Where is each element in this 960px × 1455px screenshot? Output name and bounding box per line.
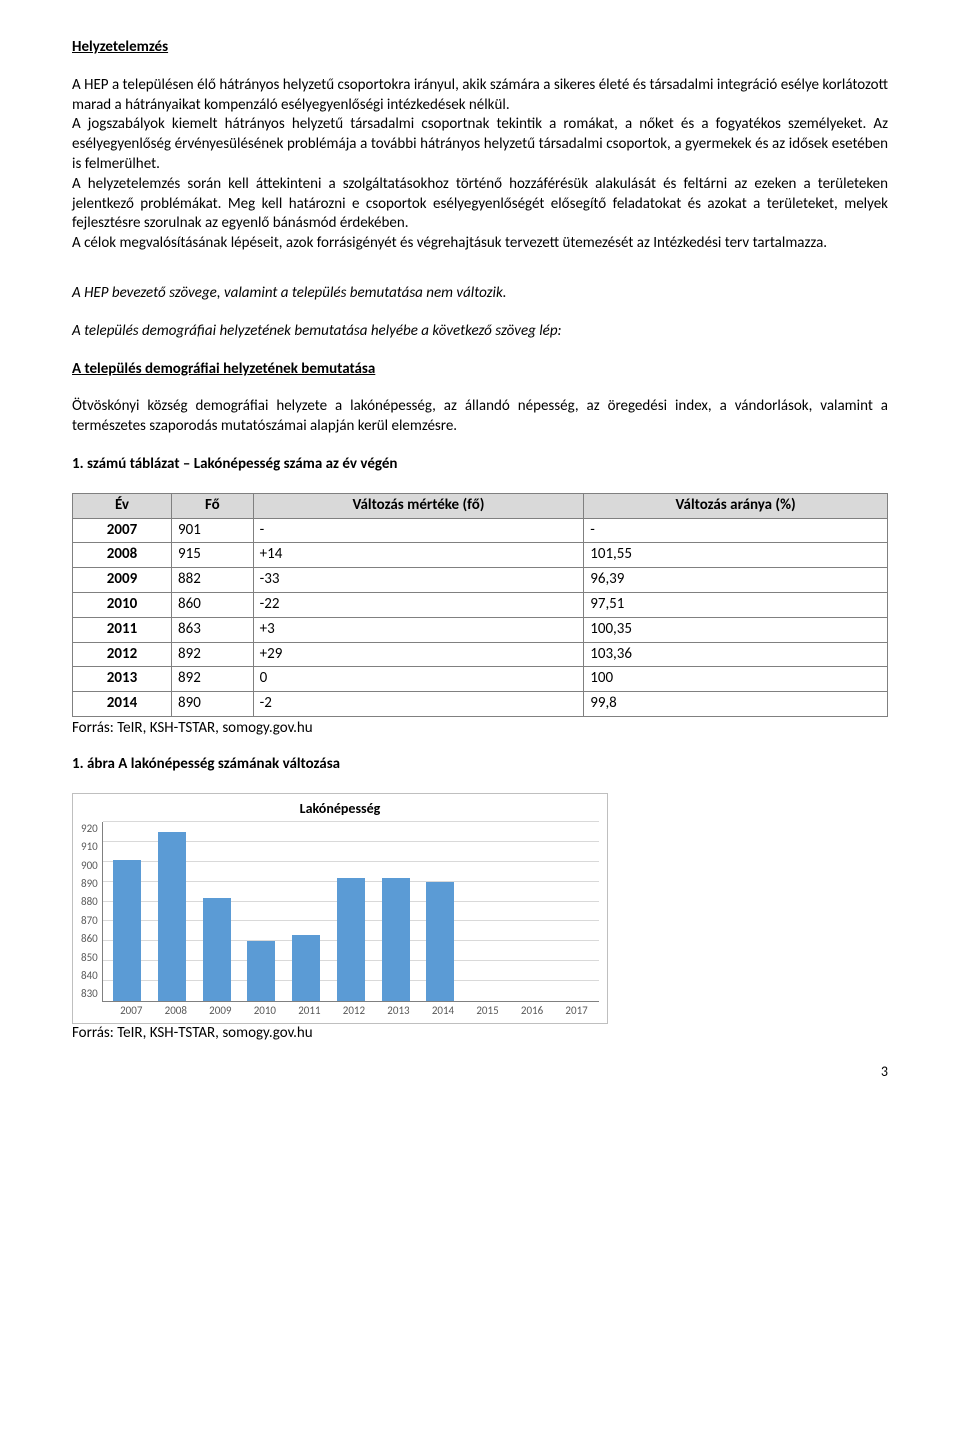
table-cell: 892	[172, 667, 254, 692]
table-cell: 103,36	[584, 642, 888, 667]
x-tick-label: 2009	[206, 1004, 234, 1019]
y-tick-label: 870	[81, 914, 98, 929]
table-cell: -33	[253, 568, 584, 593]
table-cell: 100,35	[584, 617, 888, 642]
page-number: 3	[72, 1063, 888, 1081]
section-title-helyzetelemzes: Helyzetelemzés	[72, 38, 888, 58]
paragraph-intro-2: A jogszabályok kiemelt hátrányos helyzet…	[72, 115, 888, 174]
table-row: 2012892+29103,36	[73, 642, 888, 667]
chart-bar	[203, 898, 231, 1001]
table-cell: 2008	[73, 543, 172, 568]
table-cell: 2014	[73, 692, 172, 717]
chart-plot-area	[102, 822, 599, 1002]
table-cell: 2010	[73, 592, 172, 617]
y-tick-label: 860	[81, 932, 98, 947]
chart-caption: 1. ábra A lakónépesség számának változás…	[72, 755, 888, 775]
chart-bar	[337, 878, 365, 1001]
table-cell: 2011	[73, 617, 172, 642]
x-tick-label: 2015	[474, 1004, 502, 1019]
chart-title: Lakónépesség	[81, 800, 599, 818]
table-cell: +14	[253, 543, 584, 568]
table-caption: 1. számú táblázat – Lakónépesség száma a…	[72, 455, 888, 475]
x-tick-label: 2013	[384, 1004, 412, 1019]
table-cell: 2007	[73, 518, 172, 543]
table-cell: 882	[172, 568, 254, 593]
table-cell: 99,8	[584, 692, 888, 717]
population-table: Év Fő Változás mértéke (fő) Változás ará…	[72, 493, 888, 717]
chart-source: Forrás: TeIR, KSH-TSTAR, somogy.gov.hu	[72, 1024, 888, 1044]
table-cell: 2009	[73, 568, 172, 593]
table-cell: 100	[584, 667, 888, 692]
y-tick-label: 900	[81, 859, 98, 874]
population-chart: Lakónépesség 920 910 900 890 880 870 860 850 840…	[72, 793, 608, 1024]
table-row: 2014890-299,8	[73, 692, 888, 717]
table-cell: -22	[253, 592, 584, 617]
gridline	[103, 821, 599, 822]
chart-bar	[426, 882, 454, 1001]
paragraph-intro-4: A célok megvalósításának lépéseit, azok …	[72, 234, 888, 254]
x-tick-label: 2012	[340, 1004, 368, 1019]
y-tick-label: 920	[81, 822, 98, 837]
table-cell: 915	[172, 543, 254, 568]
x-tick-label: 2011	[295, 1004, 323, 1019]
y-tick-label: 840	[81, 969, 98, 984]
x-tick-label: 2008	[162, 1004, 190, 1019]
x-tick-label: 2016	[518, 1004, 546, 1019]
table-row: 20138920100	[73, 667, 888, 692]
table-row: 2008915+14101,55	[73, 543, 888, 568]
table-cell: +29	[253, 642, 584, 667]
chart-bar	[382, 878, 410, 1001]
section-title-demografia: A település demográfiai helyzetének bemu…	[72, 360, 888, 380]
chart-bar	[158, 832, 186, 1001]
table-cell: -	[253, 518, 584, 543]
table-cell: 101,55	[584, 543, 888, 568]
italic-note-2: A település demográfiai helyzetének bemu…	[72, 322, 888, 342]
table-cell: 97,51	[584, 592, 888, 617]
table-cell: 0	[253, 667, 584, 692]
table-cell: 96,39	[584, 568, 888, 593]
x-tick-label: 2010	[251, 1004, 279, 1019]
table-cell: 892	[172, 642, 254, 667]
chart-y-axis: 920 910 900 890 880 870 860 850 840 830	[81, 822, 102, 1002]
table-cell: 863	[172, 617, 254, 642]
paragraph-intro-3: A helyzetelemzés során kell áttekinteni …	[72, 175, 888, 234]
chart-bar	[113, 860, 141, 1001]
table-cell: +3	[253, 617, 584, 642]
table-cell: -	[584, 518, 888, 543]
table-header-row: Év Fő Változás mértéke (fő) Változás ará…	[73, 493, 888, 518]
y-tick-label: 910	[81, 840, 98, 855]
chart-bar	[292, 935, 320, 1001]
col-valtozas-fo: Változás mértéke (fő)	[253, 493, 584, 518]
table-cell: 2013	[73, 667, 172, 692]
x-tick-label: 2007	[117, 1004, 145, 1019]
italic-note-1: A HEP bevezető szövege, valamint a telep…	[72, 284, 888, 304]
table-row: 2007901--	[73, 518, 888, 543]
table-row: 2011863+3100,35	[73, 617, 888, 642]
y-tick-label: 850	[81, 951, 98, 966]
table-cell: 860	[172, 592, 254, 617]
table-cell: -2	[253, 692, 584, 717]
paragraph-demografia: Ötvöskónyi község demográfiai helyzete a…	[72, 397, 888, 437]
table-row: 2009882-3396,39	[73, 568, 888, 593]
x-tick-label: 2017	[563, 1004, 591, 1019]
chart-bar	[247, 941, 275, 1001]
y-tick-label: 890	[81, 877, 98, 892]
table-source: Forrás: TeIR, KSH-TSTAR, somogy.gov.hu	[72, 719, 888, 739]
col-fo: Fő	[172, 493, 254, 518]
y-tick-label: 880	[81, 895, 98, 910]
table-cell: 901	[172, 518, 254, 543]
chart-x-axis: 2007 2008 2009 2010 2011 2012 2013 2014 2015 2016…	[109, 1002, 599, 1019]
col-valtozas-arany: Változás aránya (%)	[584, 493, 888, 518]
x-tick-label: 2014	[429, 1004, 457, 1019]
col-ev: Év	[73, 493, 172, 518]
table-cell: 890	[172, 692, 254, 717]
y-tick-label: 830	[81, 987, 98, 1002]
table-cell: 2012	[73, 642, 172, 667]
paragraph-intro-1: A HEP a településen élő hátrányos helyze…	[72, 76, 888, 116]
table-row: 2010860-2297,51	[73, 592, 888, 617]
